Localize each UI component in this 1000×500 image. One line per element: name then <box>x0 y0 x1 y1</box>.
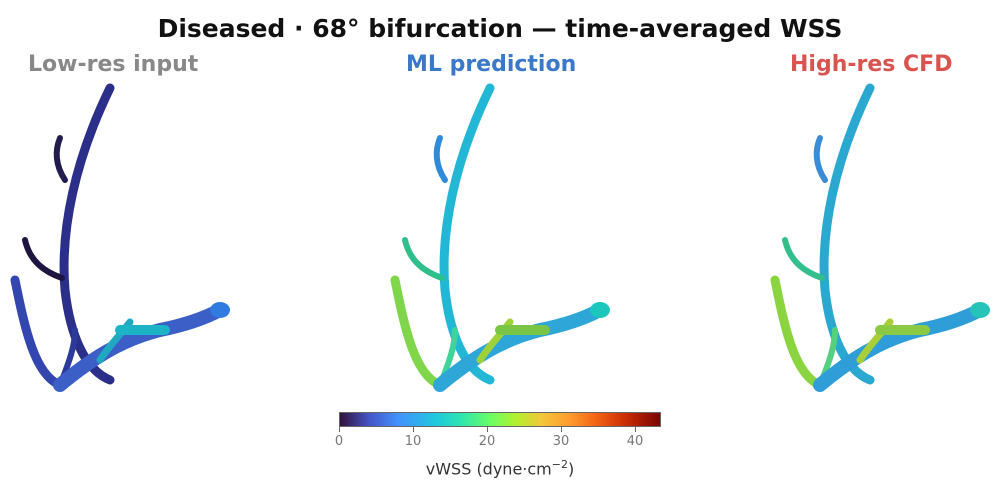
panel-title-ml: ML prediction <box>406 52 577 77</box>
panel-title-low-res: Low-res input <box>28 52 199 77</box>
colorbar-tick <box>635 427 636 432</box>
colorbar-tick <box>339 427 340 432</box>
panel-title-high-res: High-res CFD <box>790 52 953 77</box>
colorbar-tick <box>561 427 562 432</box>
vessel-high-res-cfd <box>770 83 990 392</box>
figure-title: Diseased · 68° bifurcation — time-averag… <box>157 14 843 43</box>
vessel-ml-prediction <box>390 83 610 392</box>
colorbar <box>339 412 661 427</box>
colorbar-tick-label: 20 <box>478 434 496 449</box>
colorbar-tick-label: 40 <box>626 434 644 449</box>
colorbar-label: vWSS (dyne·cm−2) <box>425 458 575 479</box>
colorbar-tick-label: 30 <box>552 434 570 449</box>
colorbar-tick-label: 10 <box>404 434 422 449</box>
colorbar-tick <box>413 427 414 432</box>
colorbar-tick-label: 0 <box>334 434 344 449</box>
colorbar-tick <box>487 427 488 432</box>
vessel-low-res <box>10 83 230 392</box>
